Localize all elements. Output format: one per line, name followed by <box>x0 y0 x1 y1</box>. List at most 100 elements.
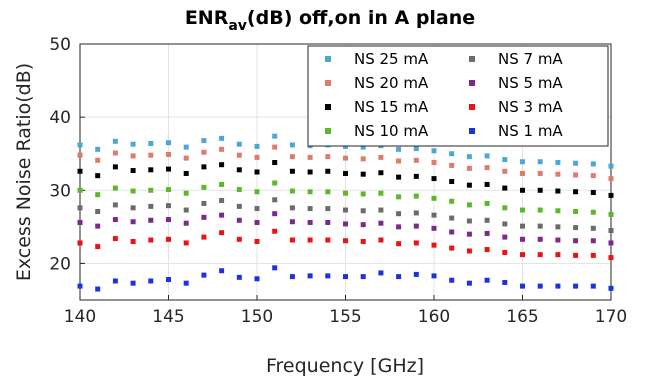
data-point <box>484 230 490 236</box>
data-point <box>360 171 366 177</box>
data-point <box>254 154 260 160</box>
data-point <box>590 283 596 289</box>
data-point <box>431 195 437 201</box>
data-point <box>449 162 455 168</box>
data-point <box>537 207 543 213</box>
data-points <box>77 133 614 292</box>
data-point <box>219 268 225 274</box>
data-point <box>520 223 525 229</box>
data-point <box>378 220 384 226</box>
data-point <box>573 189 579 195</box>
legend-label: NS 25 mA <box>354 50 429 68</box>
data-point <box>289 274 295 280</box>
data-point <box>325 168 331 174</box>
data-point <box>502 185 508 191</box>
data-point <box>520 283 525 289</box>
legend-label: NS 15 mA <box>354 98 429 116</box>
data-point <box>183 155 189 161</box>
data-point <box>183 280 189 286</box>
data-point <box>148 203 154 209</box>
data-point <box>272 133 278 139</box>
data-point <box>555 237 561 243</box>
data-point <box>608 192 614 198</box>
data-point <box>95 157 101 163</box>
legend-label: NS 5 mA <box>498 74 563 92</box>
axis-ticks: 140 145 150 155 160 165 170 20 30 40 50 <box>49 35 627 327</box>
data-point <box>166 236 171 242</box>
data-point <box>201 200 207 206</box>
data-point <box>573 238 579 244</box>
data-point <box>378 154 384 160</box>
data-point <box>307 237 313 243</box>
data-point <box>484 217 490 223</box>
data-point <box>254 276 260 282</box>
data-point <box>573 172 579 178</box>
data-point <box>520 207 525 213</box>
data-point <box>466 231 472 237</box>
data-point <box>555 188 561 194</box>
data-point <box>520 159 525 165</box>
data-point <box>95 244 101 250</box>
data-point <box>555 252 561 258</box>
data-point <box>555 283 561 289</box>
data-point <box>413 271 419 277</box>
data-point <box>130 219 136 225</box>
data-point <box>289 205 295 211</box>
data-point <box>112 278 118 284</box>
data-point <box>130 168 136 174</box>
legend-item: NS 25 mA <box>325 50 429 68</box>
data-point <box>236 236 242 242</box>
data-point <box>148 140 154 146</box>
data-point <box>466 248 472 254</box>
data-point <box>466 182 472 188</box>
data-point <box>537 223 543 229</box>
data-point <box>325 189 331 195</box>
data-point <box>466 218 472 224</box>
data-point <box>590 161 596 167</box>
data-point <box>449 245 455 251</box>
data-point <box>343 190 348 196</box>
data-point <box>183 144 189 150</box>
data-point <box>130 188 136 194</box>
data-point <box>272 228 278 234</box>
data-point <box>130 280 136 286</box>
data-point <box>289 142 295 148</box>
data-point <box>608 163 614 169</box>
data-point <box>520 252 525 258</box>
chart-title: ENRav(dB) off,on in A plane <box>185 7 475 34</box>
legend-label: NS 10 mA <box>354 122 429 140</box>
data-point <box>77 283 83 289</box>
data-point <box>77 187 83 193</box>
legend-marker <box>469 104 475 110</box>
data-point <box>378 190 384 196</box>
data-point <box>307 154 313 160</box>
series-ns-10-ma <box>77 180 614 217</box>
legend-marker <box>325 128 331 134</box>
data-point <box>183 240 189 246</box>
data-point <box>413 210 419 216</box>
legend-item: NS 5 mA <box>469 74 563 92</box>
series-ns-5-ma <box>77 211 614 246</box>
data-point <box>201 234 207 240</box>
data-point <box>148 217 154 223</box>
data-point <box>112 236 118 242</box>
data-point <box>449 277 455 283</box>
data-point <box>148 187 154 193</box>
legend-marker <box>325 56 331 62</box>
data-point <box>431 225 437 231</box>
data-point <box>148 167 154 173</box>
data-point <box>307 206 313 212</box>
data-point <box>130 238 136 244</box>
data-point <box>449 151 455 157</box>
data-point <box>95 208 101 214</box>
data-point <box>77 168 83 174</box>
data-point <box>254 219 260 225</box>
data-point <box>555 208 561 214</box>
data-point <box>608 285 614 291</box>
legend-box <box>307 45 609 147</box>
legend-items: NS 25 mA NS 20 mA NS 15 mA NS 10 mA NS 7 mA N… <box>325 50 563 140</box>
data-point <box>343 155 348 161</box>
x-tick-label: 150 <box>241 307 273 327</box>
data-point <box>484 277 490 283</box>
data-point <box>396 211 402 217</box>
